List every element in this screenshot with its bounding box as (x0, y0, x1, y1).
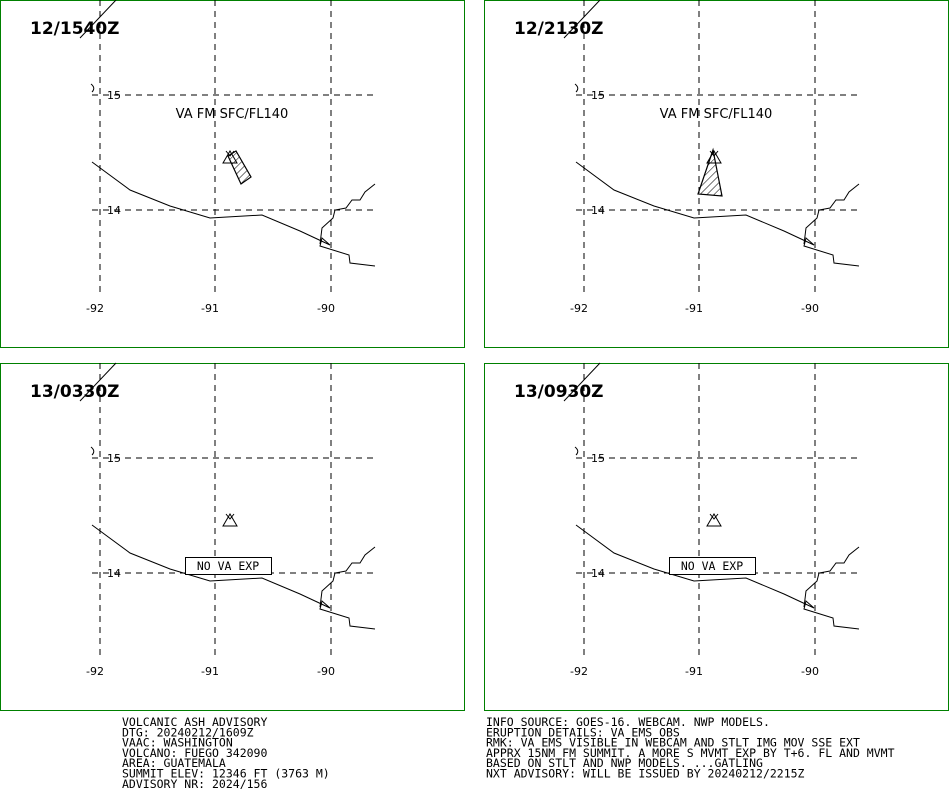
lon-label: -91 (201, 302, 219, 315)
lon-label: -90 (317, 302, 335, 315)
advisory-line: BASED ON STLT AND NWP MODELS. ...GATLING (486, 756, 763, 770)
lon-label: -92 (86, 302, 104, 315)
advisory-line: AREA: GUATEMALA (122, 756, 226, 770)
ash-polygon (227, 150, 252, 185)
border-tick (574, 83, 579, 93)
advisory-line: ERUPTION DETAILS: VA EMS OBS (486, 725, 680, 739)
lat-label: 14 (107, 204, 121, 217)
map-panel: 15 14 -92 -91 -90 13/0930Z NO VA EXP (484, 362, 949, 711)
ash-label: VA FM SFC/FL140 (176, 107, 289, 122)
advisory-line: DTG: 20240212/1609Z (122, 725, 254, 739)
coastline (319, 183, 376, 245)
border-tick (90, 446, 95, 456)
lat-label: 14 (107, 567, 121, 580)
lat-label: 15 (591, 452, 605, 465)
lat-label: 15 (591, 89, 605, 102)
panel-border (0, 363, 465, 711)
volcano (222, 513, 238, 527)
lon-label: -90 (801, 665, 819, 678)
panel-time: 13/0330Z (30, 382, 120, 402)
ash-polygon (697, 147, 723, 197)
coastline (91, 524, 376, 630)
lon-label: -92 (86, 665, 104, 678)
no-ash-label: NO VA EXP (197, 559, 259, 573)
border-line (563, 0, 601, 39)
lon-label: -90 (801, 302, 819, 315)
advisory-line: INFO SOURCE: GOES-16. WEBCAM. NWP MODELS… (486, 715, 770, 729)
coastline (319, 546, 376, 608)
map-panel: 15 14 -92 -91 -90 12/2130Z VA FM SFC/FL140 (484, 0, 949, 348)
lon-label: -92 (570, 302, 588, 315)
lon-label: -92 (570, 665, 588, 678)
advisory-line: APPRX 15NM FM SUMMIT. A MORE S MVMT EXP … (486, 746, 895, 760)
panel-time: 13/0930Z (514, 382, 604, 402)
coastline (91, 161, 376, 267)
no-ash-label: NO VA EXP (681, 559, 743, 573)
border-tick (90, 83, 95, 93)
lat-label: 15 (107, 89, 121, 102)
ash-label: VA FM SFC/FL140 (660, 107, 773, 122)
coastline (803, 546, 860, 608)
border-line (79, 362, 117, 402)
border-line (563, 362, 601, 402)
coastline (803, 183, 860, 245)
advisory-line: ADVISORY NR: 2024/156 (122, 777, 267, 791)
lon-label: -90 (317, 665, 335, 678)
panel-border (484, 0, 949, 348)
coastline (575, 161, 860, 267)
lat-label: 15 (107, 452, 121, 465)
lat-label: 14 (591, 567, 605, 580)
advisory-line: VOLCANO: FUEGO 342090 (122, 746, 267, 760)
border-tick (574, 446, 579, 456)
border-line (79, 0, 117, 39)
volcano (706, 513, 722, 527)
lon-label: -91 (685, 302, 703, 315)
panel-border (484, 363, 949, 711)
advisory-line: VOLCANIC ASH ADVISORY (122, 715, 267, 729)
panel-border (0, 0, 465, 348)
lon-label: -91 (201, 665, 219, 678)
panel-time: 12/1540Z (30, 19, 120, 39)
map-panel: 15 14 -92 -91 -90 13/0330Z NO VA EXP (0, 362, 465, 711)
coastline (575, 524, 860, 630)
no-ash-box (185, 557, 272, 575)
advisory-line: VAAC: WASHINGTON (122, 736, 233, 750)
map-panel: 15 14 -92 -91 -90 12/1540Z VA FM SFC/FL140 (0, 0, 465, 348)
advisory-line: SUMMIT ELEV: 12346 FT (3763 M) (122, 767, 330, 781)
advisory-line: NXT ADVISORY: WILL BE ISSUED BY 20240212… (486, 767, 805, 781)
no-ash-box (669, 557, 756, 575)
advisory-line: RMK: VA EMS VISIBLE IN WEBCAM AND STLT I… (486, 736, 860, 750)
panel-time: 12/2130Z (514, 19, 604, 39)
lat-label: 14 (591, 204, 605, 217)
lon-label: -91 (685, 665, 703, 678)
